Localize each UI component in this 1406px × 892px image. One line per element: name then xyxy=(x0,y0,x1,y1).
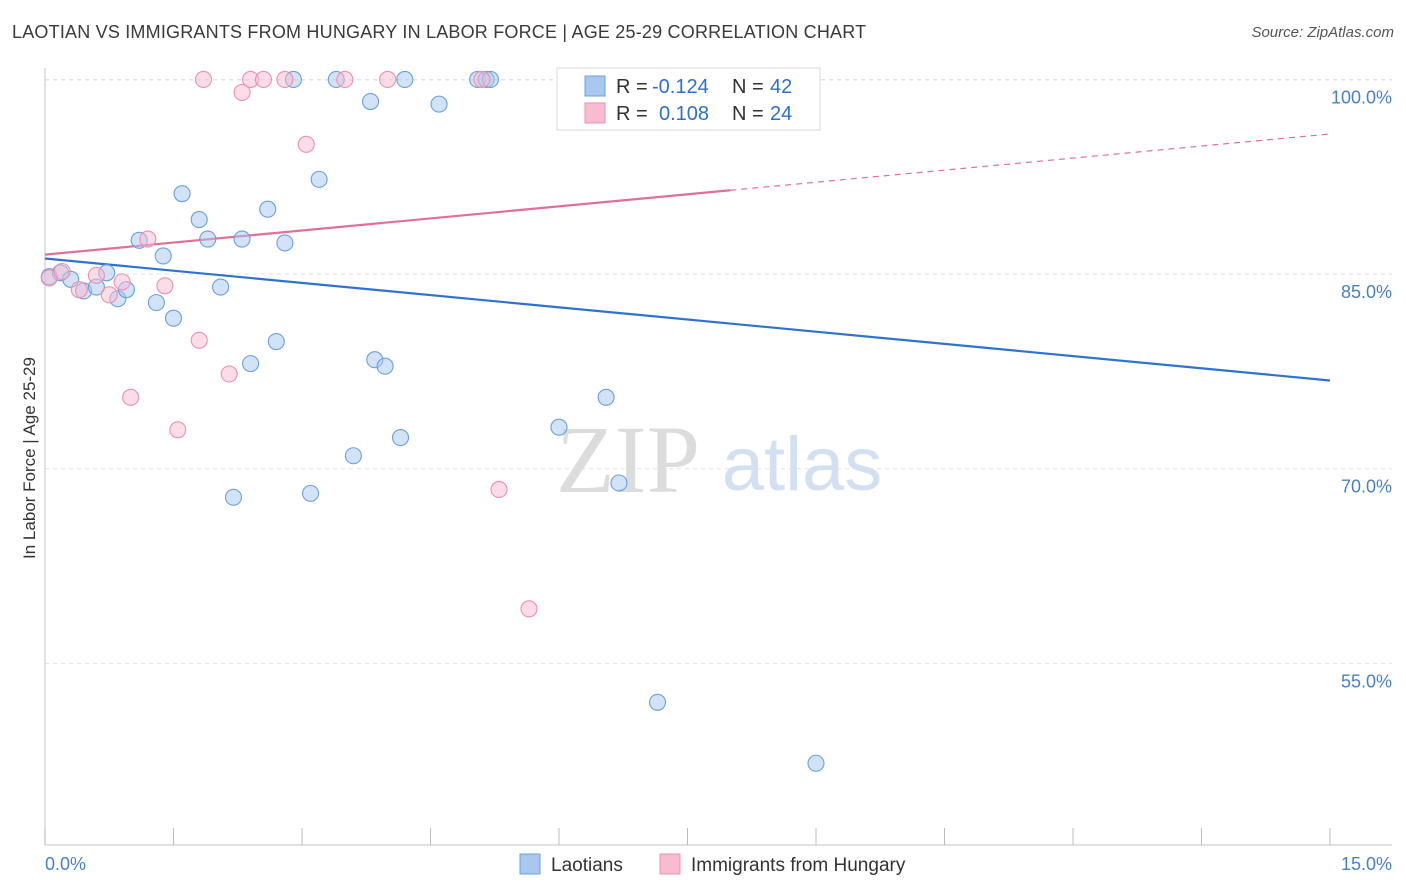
legend-r-value-1: -0.124 xyxy=(652,76,709,98)
point-hungary xyxy=(53,262,71,281)
watermark-zip: ZIP xyxy=(556,406,700,513)
point-laotians xyxy=(224,488,243,506)
series-legend-label-hungary: Immigrants from Hungary xyxy=(691,855,906,876)
source-label: Source: ZipAtlas.com xyxy=(1251,24,1394,41)
trendline-hungary-dashed xyxy=(730,133,1331,191)
legend-r-value-2: 0.108 xyxy=(659,103,709,125)
point-hungary xyxy=(70,281,88,299)
point-laotians xyxy=(242,355,260,373)
point-hungary xyxy=(139,230,157,248)
legend-n-value-2: 24 xyxy=(770,103,792,125)
point-laotians xyxy=(430,95,448,113)
y-axis-label: In Labor Force | Age 25-29 xyxy=(20,357,39,559)
legend-r-label-2: R = xyxy=(616,103,648,125)
point-laotians xyxy=(154,247,172,265)
point-hungary xyxy=(520,600,538,618)
trendline-hungary-solid xyxy=(44,189,731,256)
point-hungary xyxy=(156,277,174,295)
point-laotians xyxy=(276,234,294,252)
y-tick-label: 55.0% xyxy=(1341,671,1392,691)
trendline-laotians xyxy=(44,257,1331,382)
y-tick-label: 100.0% xyxy=(1331,87,1392,107)
point-laotians xyxy=(259,200,277,218)
point-hungary xyxy=(194,70,213,89)
point-laotians xyxy=(212,278,230,296)
point-laotians xyxy=(807,754,825,772)
series-legend-swatch-laotians xyxy=(519,853,541,875)
x-tick-label: 0.0% xyxy=(45,854,86,874)
grid xyxy=(45,78,1392,664)
legend-swatch-pink xyxy=(584,102,606,124)
point-hungary xyxy=(190,331,208,349)
point-hungary xyxy=(220,365,238,383)
point-hungary xyxy=(276,70,294,89)
point-hungary xyxy=(87,266,105,284)
series-legend-swatch-hungary xyxy=(659,853,681,875)
point-laotians xyxy=(376,357,394,375)
point-hungary xyxy=(473,70,491,89)
x-tick-label: 15.0% xyxy=(1341,854,1392,874)
series-legend: Laotians Immigrants from Hungary xyxy=(519,853,906,876)
point-laotians xyxy=(597,388,615,406)
point-laotians xyxy=(610,474,628,492)
point-hungary xyxy=(379,70,397,89)
legend-r-label-1: R = xyxy=(616,76,648,98)
stats-legend: R = -0.124 N = 42 R = 0.108 N = 24 xyxy=(556,67,821,131)
point-laotians xyxy=(396,70,414,89)
point-hungary xyxy=(233,83,251,101)
legend-n-label-2: N = xyxy=(732,103,764,125)
legend-n-value-1: 42 xyxy=(770,76,792,98)
point-hungary xyxy=(336,70,354,89)
point-laotians xyxy=(344,447,362,465)
point-hungary xyxy=(254,70,273,89)
point-hungary xyxy=(297,135,315,153)
point-laotians xyxy=(199,230,217,248)
point-hungary xyxy=(100,286,118,304)
point-laotians xyxy=(648,693,667,711)
point-laotians xyxy=(164,309,183,327)
y-tick-labels: 55.0% 70.0% 85.0% 100.0% xyxy=(1331,87,1392,691)
series-legend-label-laotians: Laotians xyxy=(551,855,623,876)
point-laotians xyxy=(190,211,208,229)
point-hungary xyxy=(122,388,140,406)
point-laotians xyxy=(147,294,165,312)
axes xyxy=(44,68,1392,846)
y-tick-label: 85.0% xyxy=(1341,282,1392,302)
point-laotians xyxy=(302,484,320,502)
point-laotians xyxy=(361,92,380,111)
legend-n-label-1: N = xyxy=(732,76,764,98)
y-tick-label: 70.0% xyxy=(1341,477,1392,497)
point-hungary xyxy=(490,480,508,499)
point-laotians xyxy=(267,333,285,351)
point-laotians xyxy=(233,230,251,248)
point-laotians xyxy=(310,170,328,188)
trendlines xyxy=(44,133,1331,382)
watermark-atlas: atlas xyxy=(722,422,883,507)
data-points xyxy=(40,70,825,772)
legend-swatch-blue xyxy=(584,75,606,97)
point-laotians xyxy=(550,418,568,436)
point-hungary xyxy=(169,421,187,439)
x-tick-labels: 0.0% 15.0% xyxy=(45,854,1392,874)
point-laotians xyxy=(391,429,410,447)
chart-title: LAOTIAN VS IMMIGRANTS FROM HUNGARY IN LA… xyxy=(12,22,867,42)
point-laotians xyxy=(173,185,191,203)
point-hungary xyxy=(113,273,131,291)
